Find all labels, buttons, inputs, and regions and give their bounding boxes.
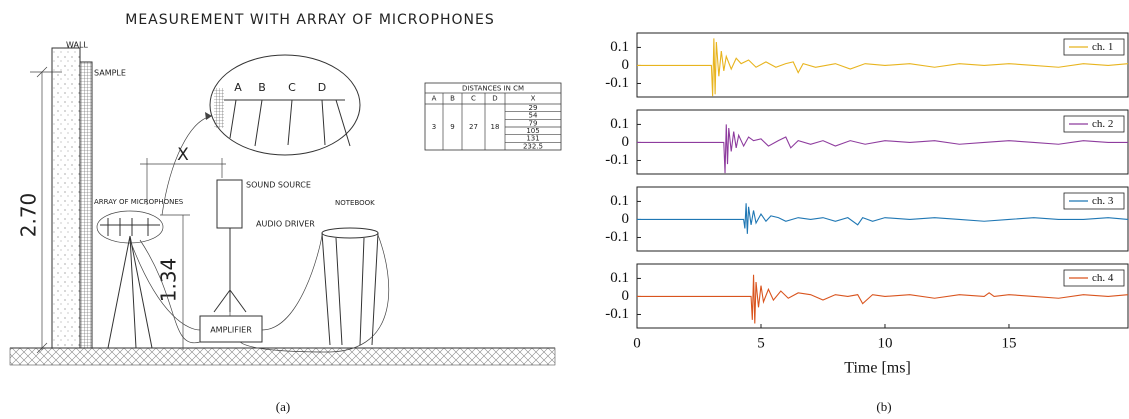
y-tick-label: 0.1: [610, 270, 629, 286]
inset-label: A: [234, 81, 242, 94]
distance-label: X: [177, 145, 189, 165]
table-title: DISTANCES IN CM: [462, 85, 524, 93]
legend-label: ch. 4: [1092, 272, 1114, 284]
y-tick-label: 0: [622, 288, 630, 304]
y-tick-label: 0.1: [610, 116, 629, 132]
sound-source-label: SOUND SOURCE: [246, 181, 311, 190]
microphone-array: [100, 218, 160, 236]
y-tick-label: -0.1: [605, 229, 629, 245]
y-tick-label: 0.1: [610, 39, 629, 55]
height-label: 2.70: [17, 193, 41, 238]
inset-microphones: [224, 100, 350, 146]
inset-label: D: [318, 81, 326, 94]
table-cell: 232.5: [523, 142, 543, 150]
sample: [80, 62, 92, 348]
signal-line: [637, 275, 1128, 324]
y-tick-label: 0: [622, 211, 630, 227]
table-header: D: [492, 95, 497, 103]
table-cell: 3: [432, 123, 436, 131]
table-header: X: [531, 95, 536, 103]
x-tick-label: 5: [757, 335, 765, 351]
array-tripod: [108, 236, 152, 348]
table-cell: 18: [491, 123, 500, 131]
caption: (a): [276, 399, 290, 414]
x-tick-label: 0: [633, 335, 641, 351]
distance-table: DISTANCES IN CM: [425, 83, 561, 150]
diagram-title: MEASUREMENT WITH ARRAY OF MICROPHONES: [125, 12, 495, 28]
speaker: [217, 180, 242, 228]
wall-label: WALL: [66, 41, 88, 50]
table-header: B: [450, 95, 455, 103]
wall: [52, 48, 80, 348]
audio-driver-label: AUDIO DRIVER: [256, 220, 315, 229]
y-tick-label: -0.1: [605, 75, 629, 91]
inset-label: C: [288, 81, 296, 94]
inset-sample: [214, 88, 224, 128]
speaker-stand: [214, 228, 246, 312]
amplifier-label: AMPLIFIER: [210, 326, 252, 335]
notebook: [322, 228, 378, 238]
notebook-label: NOTEBOOK: [335, 199, 375, 207]
notebook-stand: [322, 233, 378, 345]
array-label: ARRAY OF MICROPHONES: [94, 198, 184, 206]
legend-label: ch. 1: [1092, 41, 1113, 53]
table-header: A: [432, 95, 437, 103]
y-tick-label: 0: [622, 134, 630, 150]
legend-label: ch. 2: [1092, 118, 1113, 130]
table-cell: 27: [469, 123, 478, 131]
signal-line: [637, 38, 1128, 96]
signal-line: [637, 124, 1128, 173]
x-tick-label: 15: [1001, 335, 1016, 351]
mic-height-label: 1.34: [157, 258, 181, 303]
table-cell: 9: [450, 123, 454, 131]
caption: (b): [876, 399, 891, 414]
figure-canvas: MEASUREMENT WITH ARRAY OF MICROPHONES WA…: [0, 0, 1129, 419]
sample-label: SAMPLE: [94, 69, 126, 78]
signal-line: [637, 203, 1128, 234]
legend-label: ch. 3: [1092, 195, 1114, 207]
y-tick-label: -0.1: [605, 152, 629, 168]
x-tick-label: 10: [877, 335, 892, 351]
x-axis-label: Time [ms]: [844, 360, 911, 377]
y-tick-label: -0.1: [605, 306, 629, 322]
table-header: C: [471, 95, 476, 103]
y-tick-label: 0: [622, 57, 630, 73]
inset-label: B: [258, 81, 266, 94]
setup-diagram: MEASUREMENT WITH ARRAY OF MICROPHONES WA…: [10, 12, 561, 365]
y-tick-label: 0.1: [610, 193, 629, 209]
figure: MEASUREMENT WITH ARRAY OF MICROPHONES WA…: [0, 0, 1129, 419]
